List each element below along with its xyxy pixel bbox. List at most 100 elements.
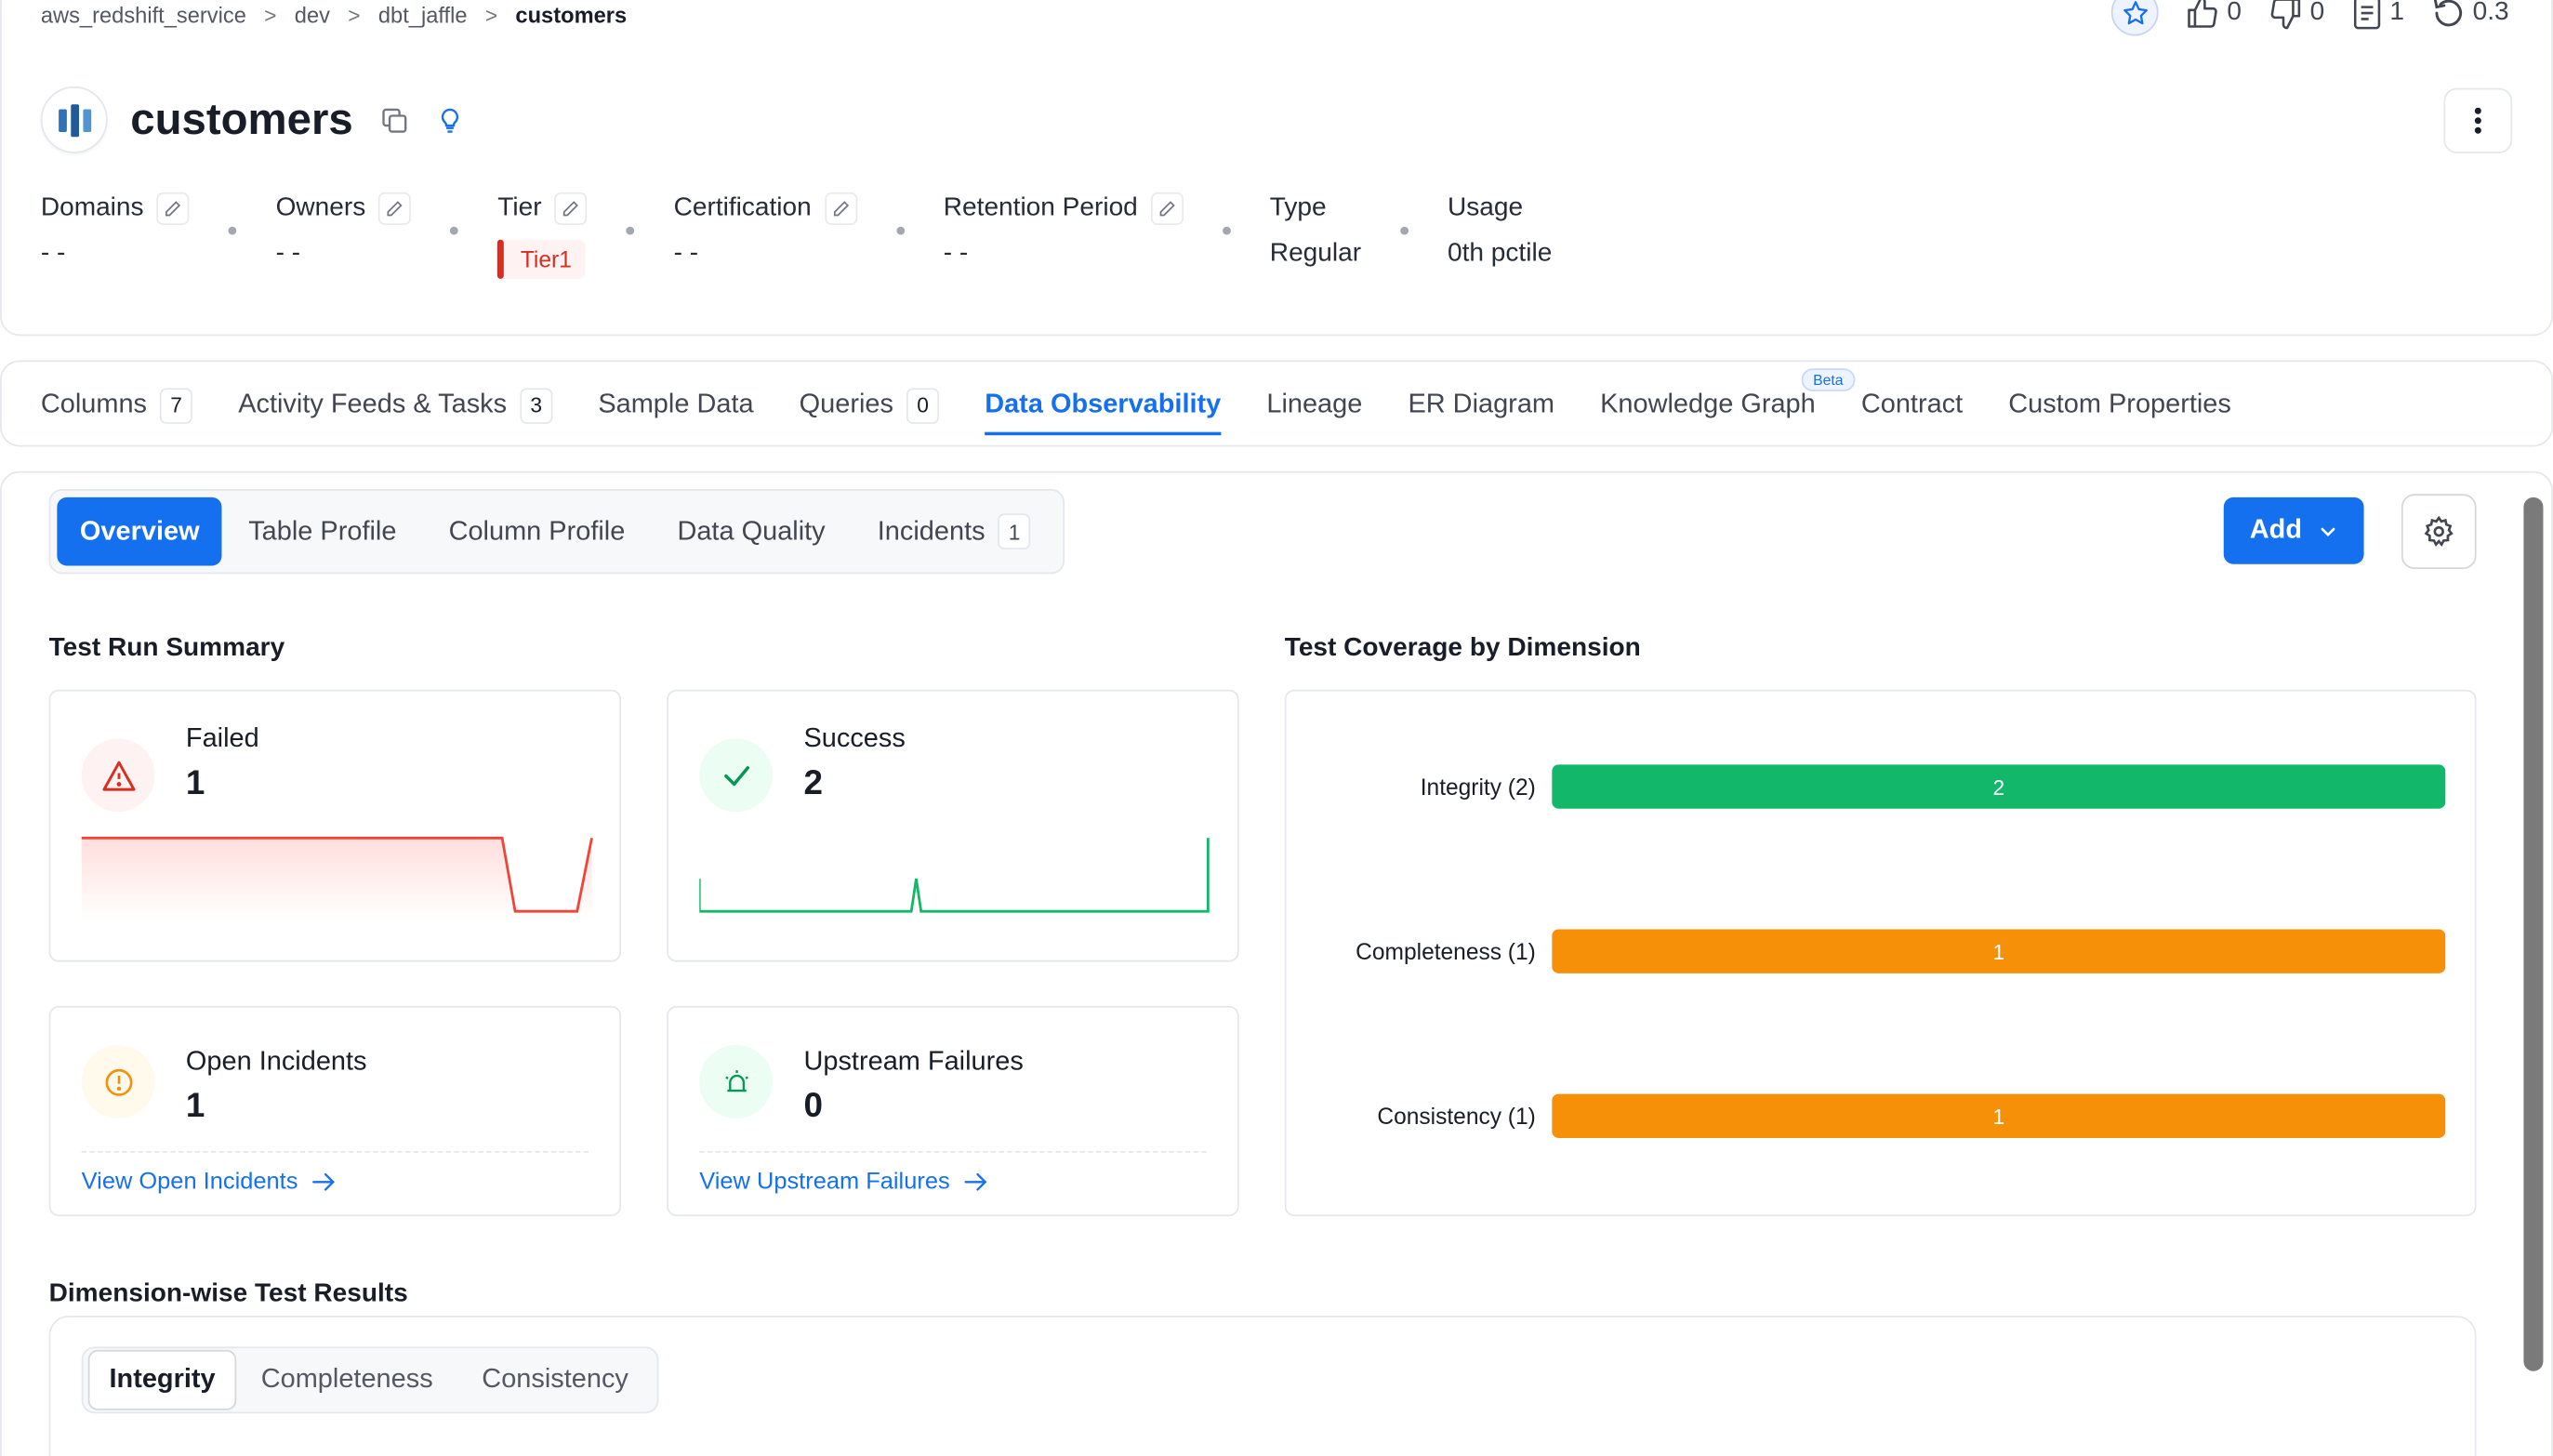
suggestion-button[interactable] bbox=[434, 105, 464, 135]
upstream-failures-card: Upstream Failures 0 View Upstream Failur… bbox=[667, 1005, 1239, 1217]
separator-dot bbox=[895, 226, 905, 235]
edit-owners-button[interactable] bbox=[378, 192, 412, 225]
tab-activity-feeds[interactable]: Activity Feeds & Tasks 3 bbox=[238, 362, 553, 448]
subtab-table-profile[interactable]: Table Profile bbox=[248, 515, 397, 546]
tab-sample-data[interactable]: Sample Data bbox=[598, 362, 753, 448]
history-icon bbox=[2433, 0, 2462, 26]
domains-label: Domains bbox=[40, 193, 144, 222]
dislike-button[interactable]: 0 bbox=[2268, 0, 2324, 30]
retention-value: - - bbox=[943, 239, 969, 268]
subtab-overview[interactable]: Overview bbox=[57, 496, 223, 566]
tab-lineage[interactable]: Lineage bbox=[1266, 362, 1362, 448]
open-incidents-count: 1 bbox=[185, 1087, 205, 1125]
tab-label: ER Diagram bbox=[1408, 390, 1555, 419]
edit-tier-button[interactable] bbox=[554, 192, 588, 225]
chevron-right-icon: > bbox=[348, 3, 361, 28]
tab-custom-properties[interactable]: Custom Properties bbox=[2008, 362, 2231, 448]
tab-label: Sample Data bbox=[598, 390, 754, 419]
success-sparkline bbox=[699, 838, 1210, 913]
version-button[interactable]: 0.3 bbox=[2430, 0, 2509, 30]
more-options-button[interactable] bbox=[2443, 87, 2513, 153]
breadcrumb-item-database[interactable]: dev bbox=[294, 3, 330, 28]
dimension-tab-completeness[interactable]: Completeness bbox=[260, 1364, 433, 1395]
title-row: customers bbox=[40, 86, 464, 153]
entity-header: aws_redshift_service > dev > dbt_jaffle … bbox=[0, 0, 2553, 337]
chart-value-label: 2 bbox=[1992, 775, 2004, 800]
chart-bar[interactable] bbox=[1552, 1093, 2446, 1138]
subtab-data-quality[interactable]: Data Quality bbox=[677, 515, 826, 546]
failed-sparkline bbox=[81, 836, 593, 920]
tab-columns[interactable]: Columns 7 bbox=[41, 362, 193, 448]
pencil-icon bbox=[1159, 201, 1175, 217]
page-title: customers bbox=[130, 94, 353, 144]
edit-domains-button[interactable] bbox=[156, 192, 190, 225]
owners-property: Owners - - bbox=[276, 191, 412, 269]
breadcrumb: aws_redshift_service > dev > dbt_jaffle … bbox=[41, 4, 627, 28]
add-button[interactable]: Add bbox=[2223, 496, 2364, 564]
failed-label: Failed bbox=[185, 723, 259, 754]
divider bbox=[699, 1150, 1207, 1153]
certification-value: - - bbox=[673, 239, 699, 268]
dimension-results-card: Integrity Completeness Consistency bbox=[48, 1316, 2477, 1456]
tab-data-observability[interactable]: Data Observability bbox=[985, 362, 1221, 448]
dimension-tab-integrity[interactable]: Integrity bbox=[87, 1349, 237, 1410]
documents-button[interactable]: 1 bbox=[2350, 0, 2404, 30]
documents-count: 1 bbox=[2389, 0, 2404, 26]
tab-queries[interactable]: Queries 0 bbox=[800, 362, 940, 448]
breadcrumb-current: customers bbox=[515, 3, 628, 28]
chart-bar[interactable] bbox=[1552, 929, 2446, 973]
settings-button[interactable] bbox=[2401, 494, 2477, 569]
tab-label: Contract bbox=[1860, 390, 1964, 419]
add-button-label: Add bbox=[2249, 515, 2302, 545]
tab-er-diagram[interactable]: ER Diagram bbox=[1408, 362, 1554, 448]
copy-button[interactable] bbox=[379, 105, 409, 135]
edit-retention-button[interactable] bbox=[1150, 192, 1184, 225]
open-incidents-card: Open Incidents 1 View Open Incidents bbox=[48, 1005, 622, 1217]
owners-value: - - bbox=[275, 239, 301, 268]
retention-property: Retention Period - - bbox=[944, 191, 1184, 269]
breadcrumb-item-service[interactable]: aws_redshift_service bbox=[40, 3, 246, 28]
domains-property: Domains - - bbox=[41, 191, 190, 269]
lightbulb-icon bbox=[441, 107, 458, 132]
thumbs-down-icon bbox=[2270, 0, 2301, 29]
separator-dot bbox=[1222, 226, 1231, 235]
coverage-bar-chart: Integrity (2) 2 Completeness (1) 1 Consisten… bbox=[1356, 764, 2446, 1138]
tab-count: 3 bbox=[520, 387, 553, 424]
pencil-icon bbox=[165, 201, 181, 217]
view-upstream-failures-link[interactable]: View Upstream Failures bbox=[699, 1169, 989, 1195]
tab-count: 7 bbox=[160, 387, 193, 424]
failed-count: 1 bbox=[185, 764, 205, 802]
edit-certification-button[interactable] bbox=[824, 192, 857, 225]
owners-label: Owners bbox=[275, 193, 366, 222]
tab-contract[interactable]: Contract bbox=[1861, 362, 1963, 448]
like-button[interactable]: 0 bbox=[2185, 0, 2242, 30]
chart-category-label: Completeness (1) bbox=[1356, 940, 1536, 965]
chart-value-label: 1 bbox=[1992, 1105, 2004, 1129]
scrollbar[interactable] bbox=[2523, 496, 2544, 1371]
tab-label: Data Observability bbox=[985, 390, 1222, 419]
document-icon bbox=[2353, 0, 2380, 29]
gear-icon bbox=[2424, 515, 2454, 548]
upstream-failures-label: Upstream Failures bbox=[803, 1046, 1024, 1077]
follow-button[interactable] bbox=[2110, 0, 2159, 36]
dislike-count: 0 bbox=[2309, 0, 2325, 26]
link-label: View Open Incidents bbox=[81, 1169, 298, 1196]
breadcrumb-item-schema[interactable]: dbt_jaffle bbox=[377, 3, 468, 28]
tier-badge[interactable]: Tier1 bbox=[497, 239, 585, 279]
chevron-down-icon bbox=[2321, 526, 2335, 536]
certification-label: Certification bbox=[673, 193, 812, 222]
usage-label: Usage bbox=[1447, 193, 1524, 222]
subtab-incidents[interactable]: Incidents 1 bbox=[852, 497, 1057, 566]
dimension-tab-consistency[interactable]: Consistency bbox=[482, 1364, 628, 1395]
tab-knowledge-graph[interactable]: Knowledge Graph Beta bbox=[1600, 362, 1855, 448]
link-label: View Upstream Failures bbox=[699, 1169, 950, 1196]
entity-tabs-bar: Columns 7 Activity Feeds & Tasks 3 Sample … bbox=[0, 360, 2553, 448]
entity-actions: 0 0 1 0.3 bbox=[2110, 0, 2509, 36]
thumbs-up-icon bbox=[2188, 0, 2217, 27]
coverage-title: Test Coverage by Dimension bbox=[1284, 634, 1641, 662]
chart-bar[interactable] bbox=[1552, 764, 2446, 809]
view-open-incidents-link[interactable]: View Open Incidents bbox=[82, 1169, 337, 1195]
divider bbox=[81, 1150, 589, 1153]
subtab-column-profile[interactable]: Column Profile bbox=[448, 515, 626, 546]
